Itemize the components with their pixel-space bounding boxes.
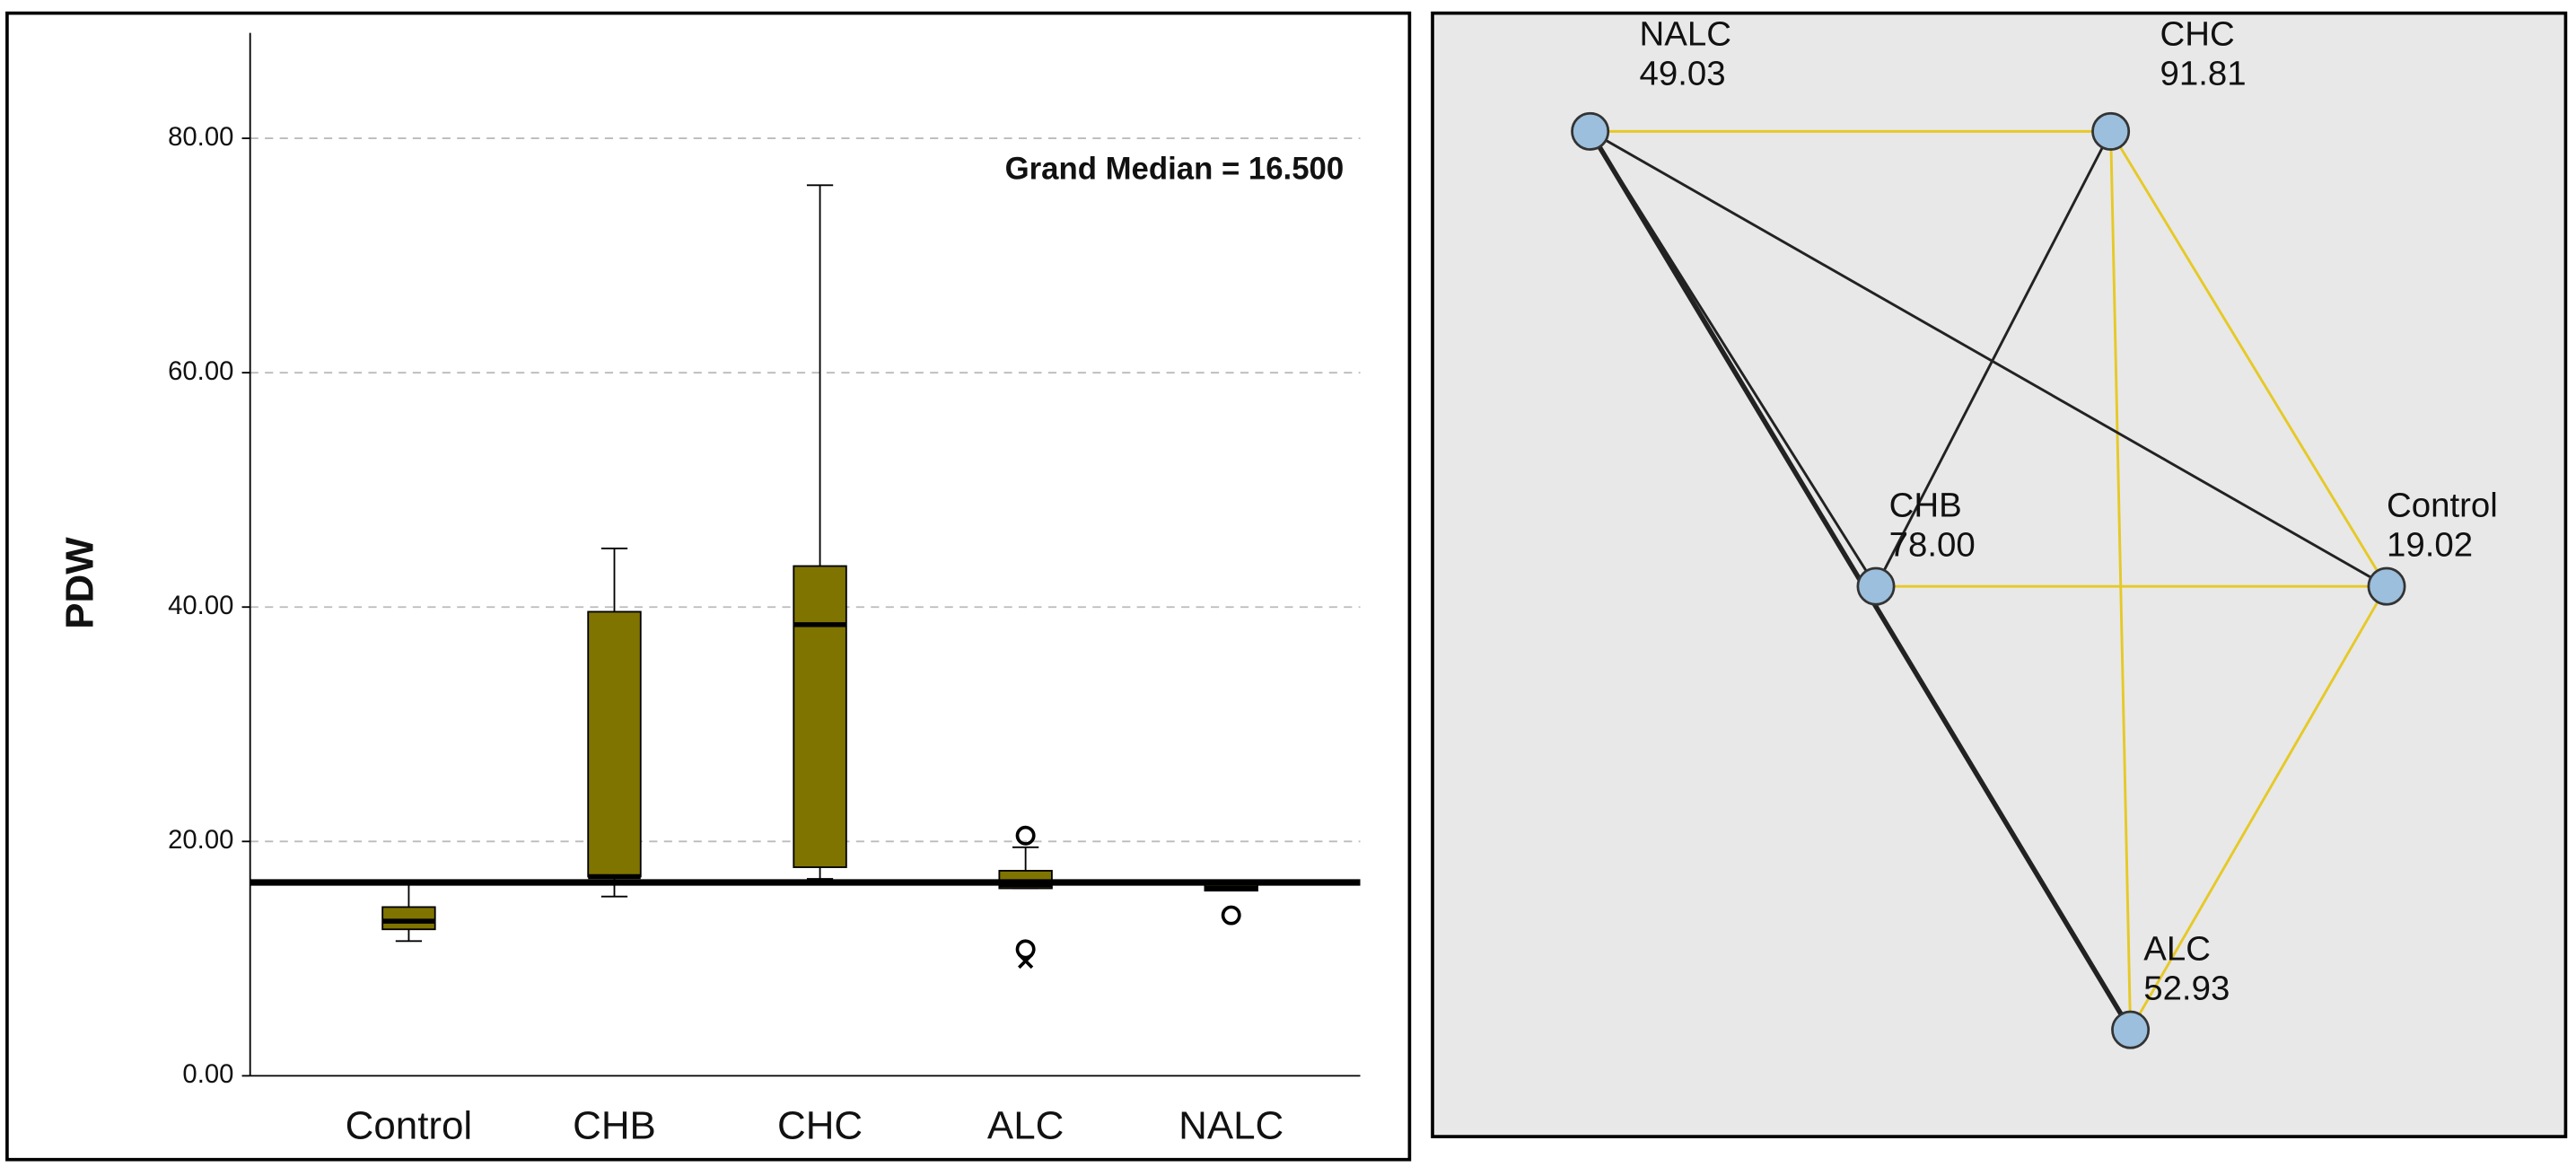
x-tick-label: NALC — [1178, 1104, 1284, 1148]
node-label: Control — [2387, 487, 2498, 525]
outlier — [1221, 905, 1241, 926]
node-value: 19.02 — [2387, 525, 2473, 564]
y-tick-label: 40.00 — [168, 592, 233, 620]
node-value: 52.93 — [2143, 969, 2230, 1007]
edge — [2129, 585, 2388, 1031]
box — [381, 906, 436, 931]
x-tick-label: ALC — [987, 1104, 1064, 1148]
node-label: CHB — [1889, 487, 1962, 525]
node-label: ALC — [2143, 929, 2211, 968]
edge — [2109, 130, 2388, 587]
box — [793, 565, 847, 868]
extreme — [1018, 952, 1034, 970]
y-axis-label: PDW — [58, 537, 102, 629]
edge — [1589, 130, 2388, 588]
y-tick-label: 60.00 — [168, 357, 233, 386]
x-tick-label: CHB — [573, 1104, 656, 1148]
y-tick-label: 20.00 — [168, 826, 233, 855]
left-panel — [5, 11, 1412, 1162]
node — [2367, 566, 2406, 606]
node-value: 78.00 — [1889, 525, 1976, 564]
node-label: CHC — [2160, 14, 2235, 53]
edge — [1874, 130, 2112, 587]
node-value: 49.03 — [1640, 54, 1726, 92]
node — [1856, 566, 1896, 606]
node — [2091, 111, 2131, 151]
outlier — [1015, 939, 1036, 960]
y-tick-label: 0.00 — [182, 1060, 233, 1089]
edge — [1589, 130, 1878, 587]
node-label: NALC — [1640, 14, 1731, 53]
box — [587, 610, 642, 878]
annotation: Grand Median = 16.500 — [1005, 152, 1345, 186]
x-tick-label: CHC — [777, 1104, 863, 1148]
node — [1571, 111, 1610, 151]
node-value: 91.81 — [2160, 54, 2247, 92]
edge — [2109, 131, 2133, 1031]
x-tick-label: Control — [346, 1104, 473, 1148]
outlier — [1015, 825, 1036, 846]
node — [2111, 1010, 2151, 1049]
y-tick-label: 80.00 — [168, 123, 233, 152]
